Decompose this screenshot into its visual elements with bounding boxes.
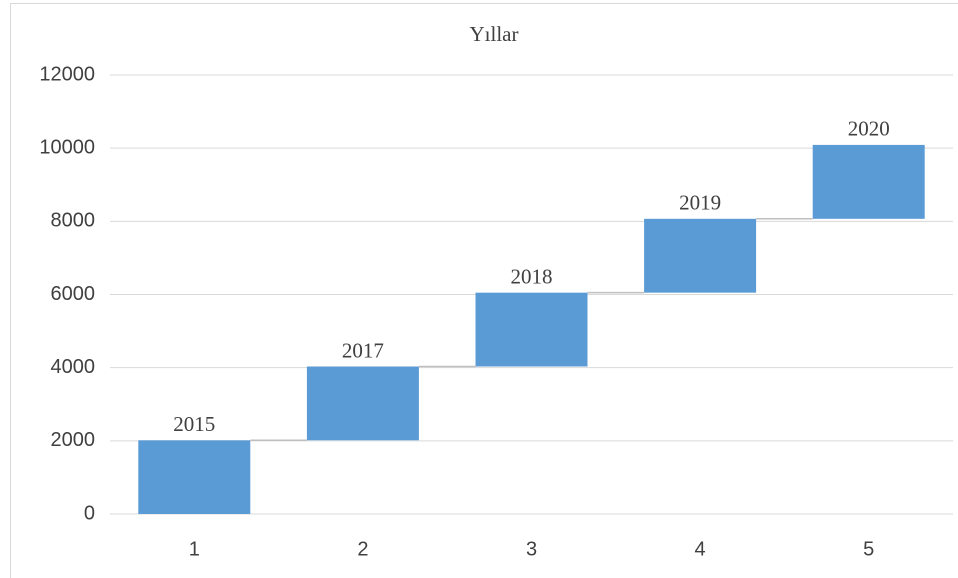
bar [306, 366, 419, 441]
x-tick-label: 3 [526, 538, 537, 560]
bar [138, 440, 251, 514]
chart-title: Yıllar [470, 22, 519, 46]
x-tick-label: 4 [695, 538, 706, 560]
data-label: 2020 [848, 117, 890, 141]
y-tick-label: 4000 [51, 356, 96, 378]
y-tick-label: 10000 [39, 136, 95, 158]
y-tick-label: 2000 [51, 429, 96, 451]
y-tick-label: 0 [84, 502, 95, 524]
data-label: 2019 [679, 191, 721, 215]
data-label: 2018 [511, 264, 553, 288]
x-tick-label: 1 [189, 538, 200, 560]
bar [644, 218, 757, 293]
y-tick-label: 8000 [51, 210, 96, 232]
data-label: 2015 [173, 412, 215, 436]
bar [812, 144, 925, 219]
x-tick-label: 5 [863, 538, 874, 560]
x-tick-label: 2 [357, 538, 368, 560]
y-tick-label: 6000 [51, 283, 96, 305]
data-label: 2017 [342, 338, 384, 362]
bar [475, 292, 588, 367]
y-tick-label: 12000 [39, 63, 95, 85]
